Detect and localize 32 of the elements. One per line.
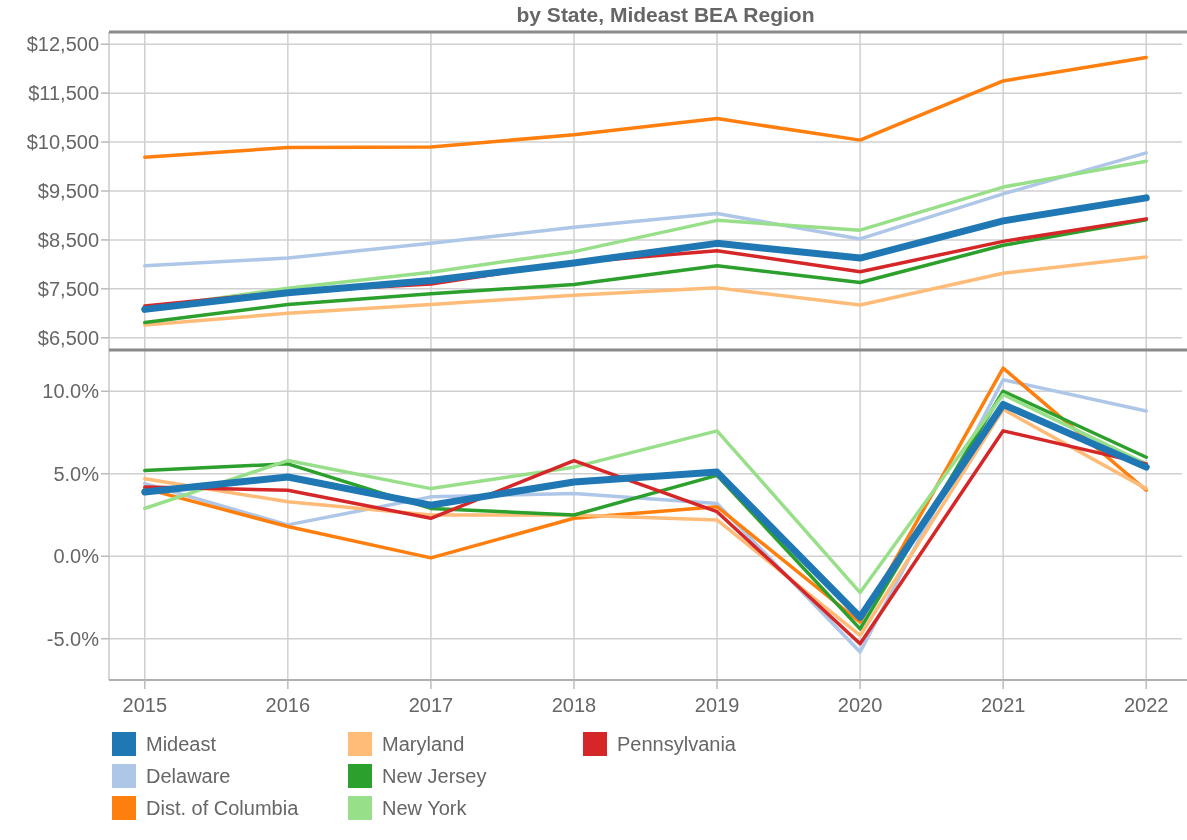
legend-label: New Jersey xyxy=(382,765,487,787)
y-tick-label: $10,500 xyxy=(26,131,99,154)
y-tick-label: 10.0% xyxy=(42,380,100,403)
line-series xyxy=(143,255,1148,327)
x-tick-label: 2019 xyxy=(694,694,740,716)
y-tick-label: $8,500 xyxy=(37,228,99,251)
y-tick-label: -5.0% xyxy=(46,627,100,650)
x-tick-label: 2021 xyxy=(980,694,1026,716)
y-tick-label: $12,500 xyxy=(26,33,99,56)
line-series xyxy=(143,392,1148,595)
chart-title: by State, Mideast BEA Region xyxy=(516,3,815,26)
legend-label: Delaware xyxy=(146,765,231,787)
legend-label: New York xyxy=(382,797,468,819)
x-tick-label: 2016 xyxy=(265,694,311,716)
line-series xyxy=(143,151,1148,268)
y-tick-label: $6,500 xyxy=(37,326,99,349)
x-tick-label: 2015 xyxy=(122,694,168,716)
x-tick-label: 2020 xyxy=(837,694,883,716)
x-tick-label: 2017 xyxy=(408,694,454,716)
line-series xyxy=(143,218,1148,325)
y-tick-label: $9,500 xyxy=(37,180,99,202)
y-tick-label: 0.0% xyxy=(53,545,100,568)
legend-label: Maryland xyxy=(382,733,465,755)
y-tick-label: $7,500 xyxy=(37,277,99,300)
line-series xyxy=(143,55,1148,159)
legend-label: Pennsylvania xyxy=(617,733,737,755)
legend-label: Dist. of Columbia xyxy=(146,797,300,819)
y-tick-label: $11,500 xyxy=(28,82,99,105)
y-tick-label: 5.0% xyxy=(53,462,100,485)
x-tick-label: 2022 xyxy=(1123,694,1169,716)
x-tick-label: 2018 xyxy=(551,694,597,716)
legend-label: Mideast xyxy=(146,733,217,755)
